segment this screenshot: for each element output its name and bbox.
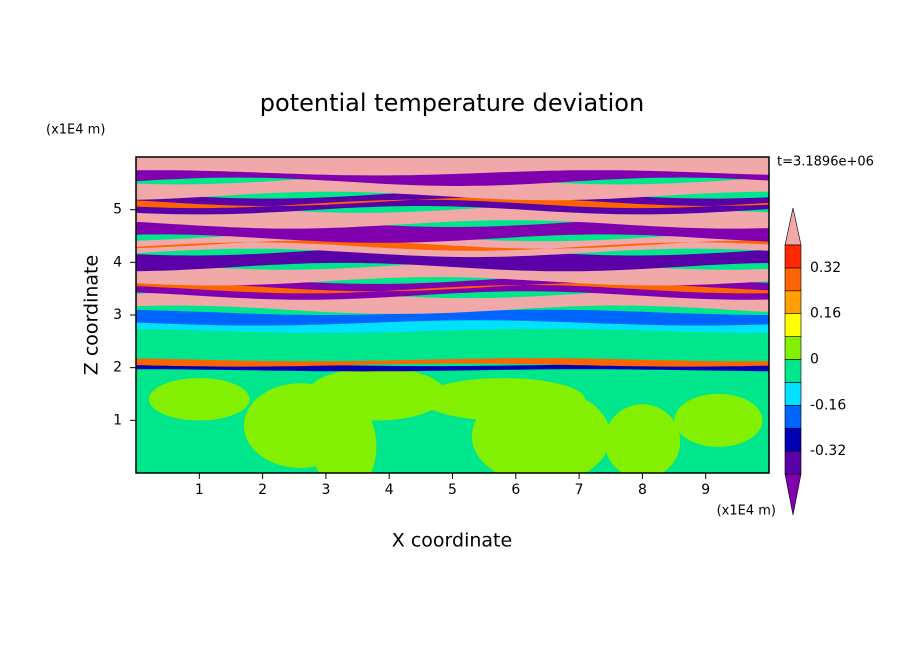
contour-fill bbox=[136, 247, 769, 272]
time-label: t=3.1896e+06 bbox=[777, 155, 874, 170]
colorbar-label: -0.16 bbox=[810, 397, 846, 413]
contour-fill bbox=[307, 367, 446, 421]
y-tick-label: 3 bbox=[113, 307, 122, 323]
y-axis-title: Z coordinate bbox=[81, 255, 103, 375]
colorbar-label: -0.32 bbox=[810, 443, 846, 459]
colorbar-box bbox=[784, 404, 802, 429]
colorbar-box bbox=[784, 244, 802, 269]
colorbar-box bbox=[784, 267, 802, 292]
contour-fill bbox=[136, 157, 769, 176]
x-tick-label: 1 bbox=[195, 482, 204, 498]
x-tick-label: 2 bbox=[258, 482, 267, 498]
colorbar-label: 0 bbox=[810, 352, 819, 368]
x-tick-label: 9 bbox=[701, 482, 710, 498]
x-tick-label: 3 bbox=[321, 482, 330, 498]
x-tick-label: 7 bbox=[575, 482, 584, 498]
y-tick-label: 1 bbox=[113, 412, 122, 428]
contour-fill bbox=[136, 240, 769, 251]
colorbar-box bbox=[784, 450, 802, 475]
colorbar-label: 0.16 bbox=[810, 306, 841, 322]
colorbar-box bbox=[784, 336, 802, 360]
y-unit: (x1E4 m) bbox=[46, 123, 105, 138]
x-tick-label: 6 bbox=[511, 482, 520, 498]
contour-fill bbox=[136, 329, 769, 362]
colorbar-box bbox=[784, 359, 802, 383]
x-tick-label: 4 bbox=[385, 482, 394, 498]
contour-fill bbox=[136, 176, 769, 201]
colorbar-box bbox=[784, 427, 802, 452]
y-tick-label: 5 bbox=[113, 202, 122, 218]
contour-fill bbox=[148, 378, 250, 421]
chart-title: potential temperature deviation bbox=[260, 89, 644, 117]
colorbar-box bbox=[784, 313, 802, 337]
contour-fill bbox=[136, 309, 769, 326]
colorbar-extend bbox=[784, 207, 802, 246]
y-tick-label: 2 bbox=[113, 360, 122, 376]
colorbar-box bbox=[784, 382, 802, 406]
contour-fill bbox=[136, 358, 769, 367]
contour-fill bbox=[604, 404, 681, 473]
colorbar-label: 0.32 bbox=[810, 260, 841, 276]
y-tick-label: 4 bbox=[113, 254, 122, 270]
colorbar-extend bbox=[784, 473, 802, 516]
x-tick-label: 5 bbox=[448, 482, 457, 498]
contour-field bbox=[136, 157, 769, 473]
x-unit: (x1E4 m) bbox=[717, 504, 776, 519]
contour-fill bbox=[421, 378, 586, 421]
colorbar-box bbox=[784, 290, 802, 314]
contour-fill bbox=[136, 282, 769, 294]
contour-fill bbox=[136, 197, 769, 209]
x-tick-label: 8 bbox=[638, 482, 647, 498]
x-axis-title: X coordinate bbox=[392, 530, 512, 552]
contour-fill bbox=[674, 393, 763, 447]
